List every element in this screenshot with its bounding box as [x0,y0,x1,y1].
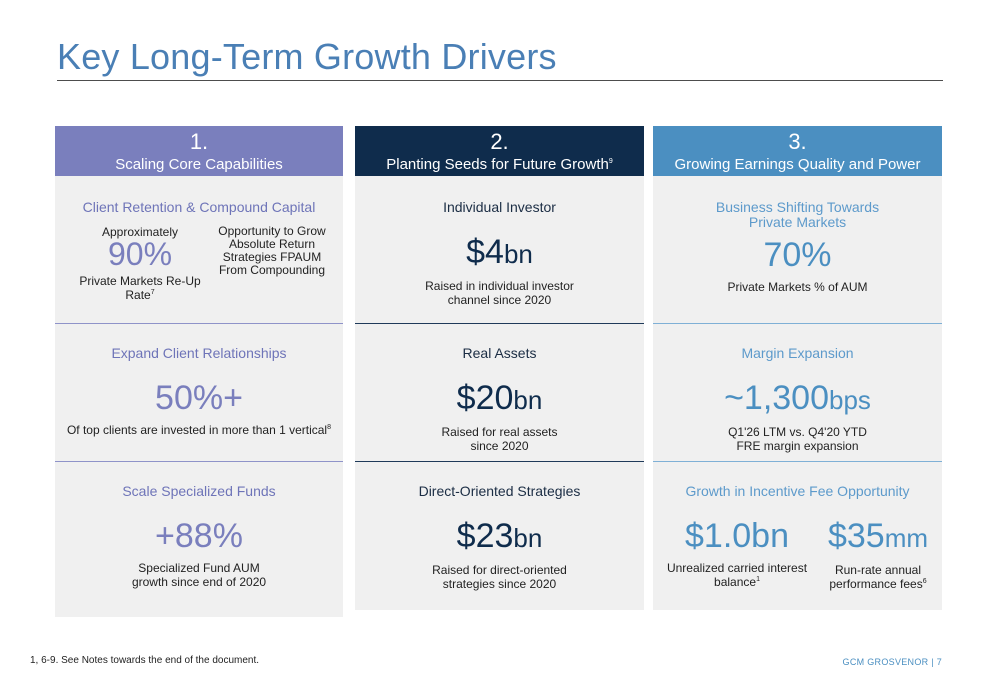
page-title: Key Long-Term Growth Drivers [57,36,557,77]
stat-desc: Run-rate annual performance fees6 [823,563,933,591]
footnote-ref: 8 [327,424,332,431]
stat-desc-text: Of top clients are invested in more than… [66,423,328,437]
column-label: Planting Seeds for Future Growth9 [355,155,644,175]
stat-desc: Private Markets Re-Up Rate7 [75,274,205,302]
row-divider [653,461,942,462]
stat-unit: mm [884,523,929,553]
row-divider [355,461,644,462]
row-divider [55,323,343,324]
column-label: Growing Earnings Quality and Power [674,156,921,173]
footnote-ref: 7 [150,289,155,296]
stat-value: $1.0bn [685,517,789,555]
column-number: 2. [490,129,509,154]
column-scaling-core: 1. Scaling Core Capabilities Client Rete… [55,126,343,617]
stat-value: +88% [155,517,243,555]
stat-desc: Of top clients are invested in more than… [55,423,343,437]
driver-card: Scale Specialized Funds +88% Specialized… [55,462,343,612]
stat-unit: bn [503,239,533,269]
stat-value: $4bn [355,233,644,273]
card-heading: Real Assets [462,345,537,361]
stat-prefix: Approximately [101,225,179,239]
stat-desc-text: Run-rate annual performance fees [829,563,923,591]
stat-desc: Raised for real assets since 2020 [441,425,558,453]
card-heading: Margin Expansion [741,345,854,361]
driver-card: Real Assets $20bn Raised for real assets… [355,324,644,460]
footnote: 1, 6-9. See Notes towards the end of the… [30,655,260,666]
retention-split: Approximately 90% Private Markets Re-Up … [55,225,343,315]
stat-unit: bn [513,523,543,553]
stat-number: $23 [456,517,514,555]
driver-card: Business Shifting Towards Private Market… [653,178,942,323]
stat-value: $23bn [355,517,644,557]
column-label-text: Planting Seeds for Future Growth [386,156,609,173]
stat-number: $4 [466,233,504,271]
stat-value: 70% [763,236,832,274]
column-number: 1. [189,129,209,154]
column-number: 3. [788,129,807,154]
driver-card: Expand Client Relationships 50%+ Of top … [55,324,343,460]
compounding-text: Opportunity to Grow Absolute Return Stra… [218,224,326,277]
title-divider [57,80,943,81]
reup-stat: Approximately 90% Private Markets Re-Up … [75,225,205,302]
footnote-ref: 9 [608,158,613,165]
stat-value: $35mm [817,517,939,557]
stat-value: ~1,300bps [653,379,942,419]
driver-card: Growth in Incentive Fee Opportunity $1.0… [653,462,942,612]
stat-desc-text: Unrealized carried interest balance [666,561,808,589]
footnote-ref: 6 [922,578,927,585]
carried-interest-stat: $1.0bn Unrealized carried interest balan… [657,517,817,589]
stat-desc: Specialized Fund AUM growth since end of… [131,561,267,589]
column-header: 3. Growing Earnings Quality and Power [653,126,942,176]
performance-fee-stat: $35mm Run-rate annual performance fees6 [817,517,939,591]
card-heading: Growth in Incentive Fee Opportunity [685,483,910,499]
row-divider [355,323,644,324]
stat-number: $35 [827,517,885,555]
column-label: Scaling Core Capabilities [115,156,283,173]
stat-unit: bps [829,385,871,415]
stat-desc: Private Markets % of AUM [727,280,868,294]
column-header: 1. Scaling Core Capabilities [55,126,343,176]
card-heading: Client Retention & Compound Capital [82,199,316,215]
stat-desc: Unrealized carried interest balance1 [662,561,812,589]
stat-desc-text: Private Markets Re-Up Rate [79,274,201,302]
driver-card: Individual Investor $4bn Raised in indiv… [355,178,644,323]
driver-card: Margin Expansion ~1,300bps Q1'26 LTM vs.… [653,324,942,460]
column-header: 2. Planting Seeds for Future Growth9 [355,126,644,176]
row-divider [653,323,942,324]
stat-desc: Raised for direct-oriented strategies si… [432,563,567,591]
driver-card: Direct-Oriented Strategies $23bn Raised … [355,462,644,612]
card-heading: Individual Investor [443,199,556,215]
stat-number: $20 [456,379,514,417]
column-earnings-quality: 3. Growing Earnings Quality and Power Bu… [653,126,942,610]
card-heading: Scale Specialized Funds [122,483,276,499]
stat-value: 90% [107,236,173,272]
footnote-ref: 1 [756,576,760,583]
column-planting-seeds: 2. Planting Seeds for Future Growth9 Ind… [355,126,644,610]
stat-desc: Q1'26 LTM vs. Q4'20 YTD FRE margin expan… [728,425,867,453]
stat-desc: Raised in individual investor channel si… [425,279,574,307]
stat-value: 50%+ [155,379,243,417]
stat-unit: bn [513,385,543,415]
row-divider [55,461,343,462]
driver-card: Client Retention & Compound Capital Appr… [55,178,343,323]
stat-number: ~1,300 [724,379,830,417]
card-heading: Direct-Oriented Strategies [418,483,581,499]
footer-brand-page: GCM GROSVENOR | 7 [842,657,942,667]
card-heading: Business Shifting Towards Private Market… [715,199,880,230]
card-heading: Expand Client Relationships [111,345,287,361]
stat-value: $20bn [355,379,644,419]
